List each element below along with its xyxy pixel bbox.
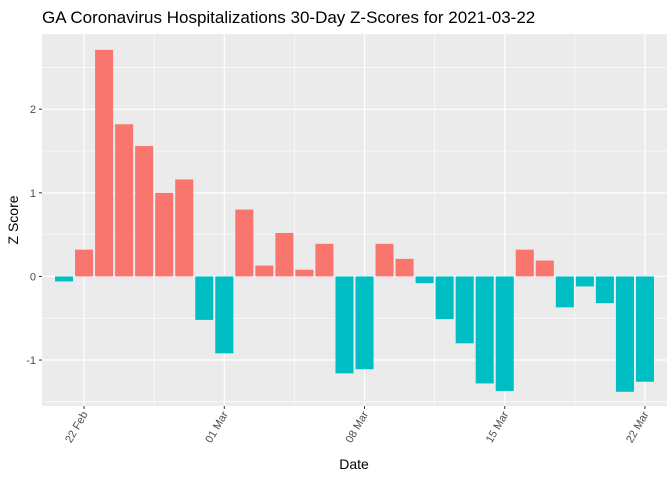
bar bbox=[235, 209, 254, 277]
bar bbox=[475, 276, 494, 384]
bar bbox=[615, 276, 634, 392]
y-axis-ticks: -1 0 1 2 bbox=[26, 104, 42, 367]
bar bbox=[115, 124, 134, 277]
chart-title: GA Coronavirus Hospitalizations 30-Day Z… bbox=[42, 8, 535, 27]
y-axis-title: Z Score bbox=[5, 195, 21, 244]
bar bbox=[555, 276, 574, 308]
x-tick-label: 08 Mar bbox=[344, 409, 372, 445]
bar bbox=[315, 243, 334, 277]
bar bbox=[375, 243, 394, 277]
x-tick-label: 01 Mar bbox=[203, 409, 231, 445]
bar bbox=[135, 146, 154, 277]
bar bbox=[495, 276, 514, 391]
bar bbox=[175, 179, 194, 277]
bar bbox=[255, 265, 274, 277]
bar bbox=[215, 276, 234, 354]
y-tick-label: -1 bbox=[26, 355, 36, 367]
bar bbox=[515, 249, 534, 277]
bar bbox=[575, 276, 594, 287]
x-tick-label: 15 Mar bbox=[484, 409, 512, 445]
bar bbox=[395, 258, 414, 277]
bar bbox=[75, 249, 94, 277]
bar bbox=[535, 260, 554, 277]
bar bbox=[635, 276, 654, 382]
bar bbox=[435, 276, 454, 320]
bar bbox=[295, 269, 314, 277]
bar bbox=[595, 276, 614, 304]
x-tick-label: 22 Feb bbox=[63, 410, 91, 446]
y-tick-label: 1 bbox=[30, 188, 36, 200]
bar bbox=[415, 276, 434, 284]
bar bbox=[275, 232, 294, 277]
bar bbox=[55, 276, 74, 282]
y-tick-label: 2 bbox=[30, 104, 36, 116]
y-tick-label: 0 bbox=[30, 271, 36, 283]
bar bbox=[455, 276, 474, 344]
x-axis-title: Date bbox=[339, 456, 369, 472]
bars bbox=[55, 49, 654, 392]
bar bbox=[95, 49, 114, 277]
x-tick-label: 22 Mar bbox=[624, 409, 652, 445]
bar bbox=[155, 192, 174, 277]
bar bbox=[355, 276, 374, 370]
bar bbox=[335, 276, 354, 374]
x-axis-ticks: 22 Feb 01 Mar 08 Mar 15 Mar 22 Mar bbox=[63, 406, 652, 445]
bar bbox=[195, 276, 214, 320]
